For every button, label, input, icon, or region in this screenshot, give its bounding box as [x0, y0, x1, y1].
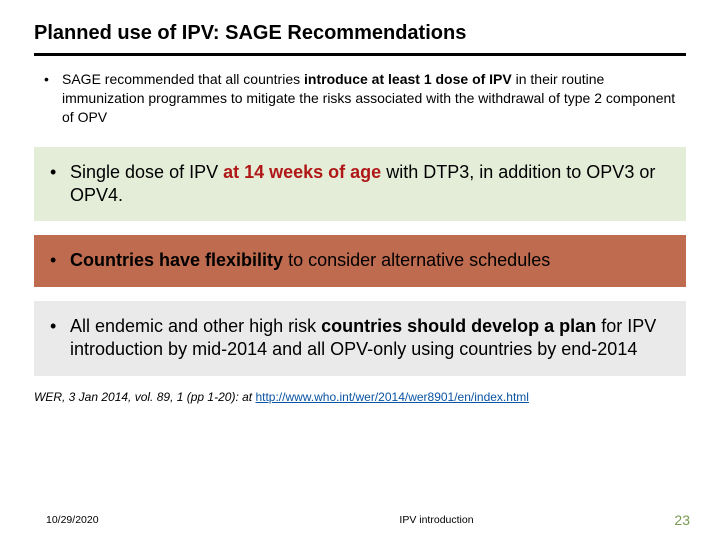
gray-bold: countries should develop a plan — [321, 316, 596, 336]
green-pre: Single dose of IPV — [70, 162, 223, 182]
slide-footer: 10/29/2020 IPV introduction 23 — [0, 512, 720, 528]
title-divider — [34, 53, 686, 56]
slide-container: Planned use of IPV: SAGE Recommendations… — [0, 0, 720, 540]
citation-line: WER, 3 Jan 2014, vol. 89, 1 (pp 1-20): a… — [34, 390, 690, 404]
highlight-box-brown: Countries have flexibility to consider a… — [34, 235, 686, 286]
slide-title: Planned use of IPV: SAGE Recommendations — [30, 22, 690, 45]
citation-pre: WER, 3 Jan 2014, vol. 89, 1 (pp 1-20): a… — [34, 390, 255, 404]
bullet-intro: SAGE recommended that all countries intr… — [34, 70, 686, 127]
footer-date: 10/29/2020 — [46, 514, 99, 526]
intro-pre: SAGE recommended that all countries — [62, 71, 304, 87]
green-emph: at 14 weeks of age — [223, 162, 381, 182]
highlight-box-gray: All endemic and other high risk countrie… — [34, 301, 686, 376]
highlight-box-green: Single dose of IPV at 14 weeks of age wi… — [34, 147, 686, 222]
citation-link[interactable]: http://www.who.int/wer/2014/wer8901/en/i… — [255, 390, 528, 404]
gray-pre: All endemic and other high risk — [70, 316, 321, 336]
footer-center: IPV introduction — [99, 514, 675, 526]
brown-post: to consider alternative schedules — [283, 250, 550, 270]
brown-bold: Countries have flexibility — [70, 250, 283, 270]
intro-bold: introduce at least 1 dose of IPV — [304, 71, 512, 87]
page-number: 23 — [674, 512, 690, 528]
